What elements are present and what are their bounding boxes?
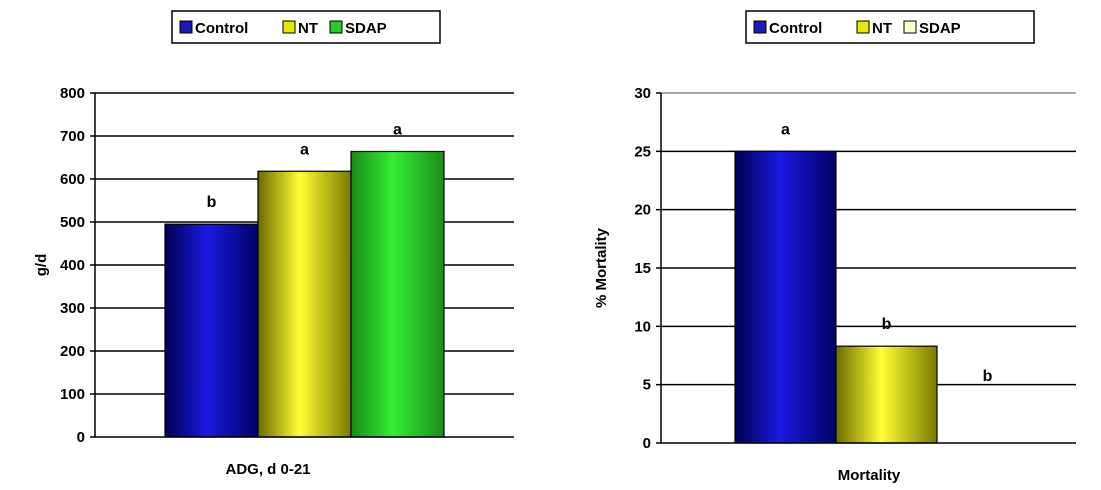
y-tick-label: 5: [643, 377, 651, 394]
bar-control: [734, 150, 837, 444]
legend-swatch-sdap: [903, 20, 917, 34]
y-tick-label: 0: [643, 435, 651, 452]
legend-swatch-sdap: [329, 20, 343, 34]
y-tick-label: 100: [60, 386, 85, 403]
bar-sdap: [350, 150, 445, 438]
y-tick-label: 25: [634, 143, 651, 160]
legend: Control NT SDAP: [171, 10, 441, 44]
legend-swatch-control: [753, 20, 767, 34]
y-tick-label: 500: [60, 214, 85, 231]
legend-label-control: Control: [769, 20, 822, 37]
chart-panel-2: Control NT SDAP 0 5 10 15 20 25 30 a b b % Mortality M…: [593, 10, 1076, 484]
legend-label-sdap: SDAP: [919, 20, 961, 37]
y-tick-label: 20: [634, 202, 651, 219]
y-tick-label: 15: [634, 260, 651, 277]
data-label-sdap: a: [393, 121, 402, 138]
bar-nt: [257, 170, 352, 438]
legend-label-nt: NT: [298, 20, 318, 37]
bar-nt: [835, 345, 938, 444]
y-tick-label: 0: [77, 429, 85, 446]
y-tick-label: 30: [634, 85, 651, 102]
legend-box: [171, 10, 441, 44]
bar-control: [164, 223, 259, 438]
legend-swatch-nt: [282, 20, 296, 34]
legend-label-control: Control: [195, 20, 248, 37]
y-axis-title: g/d: [33, 254, 50, 277]
chart-panel-1: Control NT SDAP 0 100 200 300 400 500 600 700 800 b a…: [33, 10, 514, 478]
legend-swatch-control: [179, 20, 193, 34]
data-label-control: a: [781, 121, 790, 138]
legend-swatch-nt: [856, 20, 870, 34]
y-tick-label: 300: [60, 300, 85, 317]
data-label-nt: b: [882, 316, 892, 333]
data-label-sdap: b: [983, 368, 993, 385]
y-tick-label: 700: [60, 128, 85, 145]
y-tick-label: 400: [60, 257, 85, 274]
data-label-control: b: [207, 194, 217, 211]
legend-box: [745, 10, 1035, 44]
y-tick-label: 600: [60, 171, 85, 188]
y-tick-label: 800: [60, 85, 85, 102]
x-axis-title: ADG, d 0-21: [225, 461, 310, 478]
legend: Control NT SDAP: [745, 10, 1035, 44]
x-axis-title: Mortality: [838, 467, 901, 484]
data-label-nt: a: [300, 141, 309, 158]
y-tick-label: 10: [634, 318, 651, 335]
legend-label-nt: NT: [872, 20, 892, 37]
y-tick-label: 200: [60, 343, 85, 360]
legend-label-sdap: SDAP: [345, 20, 387, 37]
y-axis-title: % Mortality: [593, 227, 610, 308]
